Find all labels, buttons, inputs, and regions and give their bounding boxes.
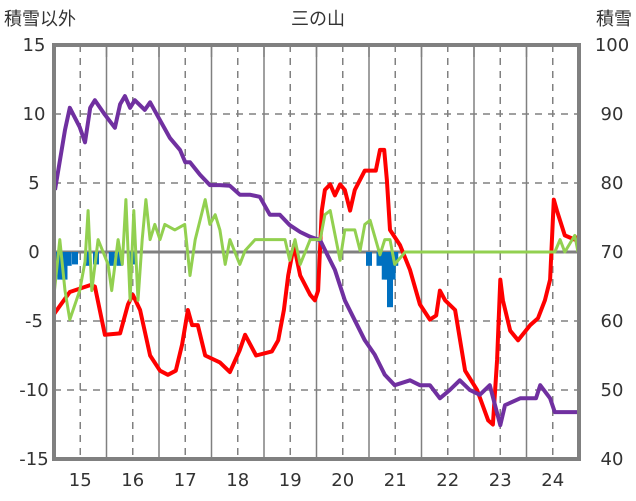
y-left-tick-label: 15 xyxy=(23,35,46,56)
right-axis-label: 積雪 xyxy=(596,9,632,30)
x-tick-label: 17 xyxy=(174,470,197,491)
series-green-line xyxy=(52,198,580,322)
y-left-tick-label: 0 xyxy=(28,242,39,263)
precip-bar xyxy=(366,252,372,266)
precip-bar xyxy=(108,252,115,266)
x-tick-label: 22 xyxy=(436,470,459,491)
x-tick-label: 15 xyxy=(69,470,92,491)
x-tick-label: 24 xyxy=(541,470,564,491)
x-tick-label: 20 xyxy=(331,470,354,491)
precip-bar xyxy=(376,252,383,266)
series-purple-line xyxy=(53,94,578,428)
y-right-tick-label: 70 xyxy=(601,242,624,263)
y-left-tick-label: 10 xyxy=(23,104,46,125)
y-right-tick-label: 40 xyxy=(601,449,624,470)
precip-bar xyxy=(392,252,399,266)
y-left-tick-label: 5 xyxy=(28,173,39,194)
precip-bar xyxy=(72,252,78,265)
precip-bar xyxy=(65,252,72,266)
precip-bar xyxy=(85,252,92,266)
y-left-tick-label: -10 xyxy=(19,380,48,401)
y-right-tick-label: 80 xyxy=(601,173,624,194)
chart-title: 三の山 xyxy=(291,9,345,30)
y-right-tick-label: 90 xyxy=(601,104,624,125)
series-red-line xyxy=(52,147,580,427)
x-tick-label: 19 xyxy=(279,470,302,491)
y-left-tick-label: -15 xyxy=(19,449,48,470)
y-left-tick-label: -5 xyxy=(25,311,43,332)
y-right-tick-label: 50 xyxy=(601,380,624,401)
x-tick-label: 21 xyxy=(384,470,407,491)
precip-bar xyxy=(61,252,68,280)
y-right-tick-label: 60 xyxy=(601,311,624,332)
y-right-tick-label: 100 xyxy=(595,35,629,56)
x-tick-label: 16 xyxy=(121,470,144,491)
left-axis-label: 積雪以外 xyxy=(4,9,76,30)
x-tick-label: 23 xyxy=(489,470,512,491)
precip-bar xyxy=(57,252,64,280)
precip-bar xyxy=(116,252,123,266)
x-tick-label: 18 xyxy=(226,470,249,491)
